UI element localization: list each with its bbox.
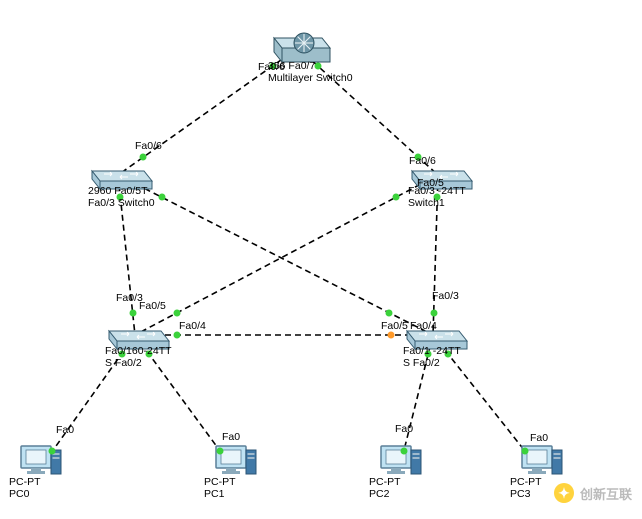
watermark: ✦ 创新互联	[554, 483, 632, 503]
link-status-dot	[174, 309, 181, 316]
switch-icon[interactable]	[92, 171, 152, 189]
link-status-dot	[400, 448, 407, 455]
link-status-dot	[388, 332, 395, 339]
link-status-dot	[129, 309, 136, 316]
link-status-dot	[522, 448, 529, 455]
watermark-icon: ✦	[554, 483, 574, 503]
mlswitch-icon[interactable]	[274, 33, 330, 62]
link-status-dot	[49, 448, 56, 455]
switch-icon[interactable]	[412, 171, 472, 189]
link-status-dot	[140, 154, 147, 161]
link-status-dot	[117, 194, 124, 201]
link-status-dot	[444, 350, 451, 357]
link-status-dot	[173, 332, 180, 339]
link-status-dot	[415, 154, 422, 161]
link-status-dot	[430, 309, 437, 316]
watermark-text: 创新互联	[580, 484, 632, 503]
link-status-dot	[269, 62, 276, 69]
link-status-dot	[159, 194, 166, 201]
link-status-dot	[425, 350, 432, 357]
link-status-dot	[385, 309, 392, 316]
link-status-dot	[434, 194, 441, 201]
link-status-dot	[118, 350, 125, 357]
link-status-dot	[145, 350, 152, 357]
switch-icon[interactable]	[109, 331, 169, 349]
topology-canvas	[0, 0, 642, 519]
link-status-dot	[392, 194, 399, 201]
link-status-dot	[314, 62, 321, 69]
switch-icon[interactable]	[407, 331, 467, 349]
link-status-dot	[217, 448, 224, 455]
